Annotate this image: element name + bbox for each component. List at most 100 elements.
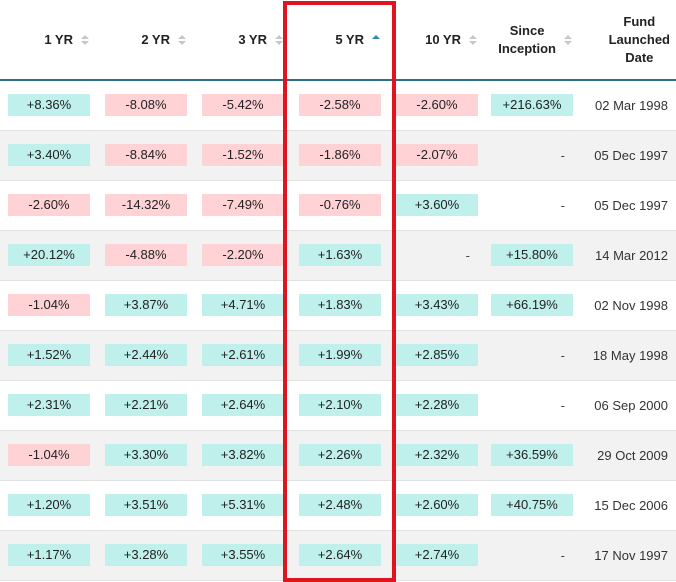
table-row: +1.52% +2.44% +2.61% +1.99% +2.85% - 18 May 19… [0, 330, 676, 380]
negative-return-value: -2.07% [396, 144, 478, 166]
sort-icon[interactable] [81, 34, 90, 45]
empty-value: - [560, 397, 565, 413]
sort-icon[interactable] [372, 34, 381, 45]
negative-return-value: -4.88% [105, 244, 187, 266]
sort-down-arrow-icon [178, 40, 186, 45]
positive-return-value: +40.75% [491, 494, 573, 516]
positive-return-value: +2.60% [396, 494, 478, 516]
cell-3yr: +4.71% [193, 280, 290, 330]
negative-return-value: -8.84% [105, 144, 187, 166]
cell-10yr: +2.32% [387, 430, 484, 480]
negative-return-value: -7.49% [202, 194, 284, 216]
positive-return-value: +2.31% [8, 394, 90, 416]
positive-return-value: +2.74% [396, 544, 478, 566]
column-header-label: Since Inception [498, 22, 556, 56]
positive-return-value: +216.63% [491, 94, 573, 117]
cell-3yr: -2.20% [193, 230, 290, 280]
empty-value: - [560, 547, 565, 563]
cell-2yr: -8.08% [96, 80, 193, 130]
positive-return-value: +2.21% [105, 394, 187, 416]
positive-return-value: +36.59% [491, 444, 573, 466]
cell-since-inception: - [484, 530, 579, 580]
table-row: +20.12% -4.88% -2.20% +1.63% - +15.80% 14 Mar … [0, 230, 676, 280]
cell-10yr: -2.07% [387, 130, 484, 180]
cell-1yr: -1.04% [0, 280, 96, 330]
column-header-3yr[interactable]: 3 YR [193, 0, 290, 81]
table-row: +1.17% +3.28% +3.55% +2.64% +2.74% - 17 Nov 19… [0, 530, 676, 580]
cell-3yr: +3.82% [193, 430, 290, 480]
cell-5yr: -1.86% [290, 130, 387, 180]
column-header-5yr[interactable]: 5 YR [290, 0, 387, 81]
positive-return-value: +5.31% [202, 494, 284, 516]
cell-5yr: +2.10% [290, 380, 387, 430]
column-header-1yr[interactable]: 1 YR [0, 0, 96, 81]
sort-up-arrow-icon [372, 34, 380, 39]
positive-return-value: +3.87% [105, 294, 187, 316]
sort-icon[interactable] [178, 34, 187, 45]
cell-3yr: -5.42% [193, 80, 290, 130]
cell-fund-launched-date: 05 Dec 1997 [594, 197, 668, 213]
positive-return-value: +3.60% [396, 194, 478, 216]
negative-return-value: -8.08% [105, 94, 187, 117]
negative-return-value: -1.86% [299, 144, 381, 166]
cell-10yr: +2.74% [387, 530, 484, 580]
positive-return-value: +4.71% [202, 294, 284, 316]
sort-icon[interactable] [564, 34, 573, 45]
sort-down-arrow-icon [81, 40, 89, 45]
cell-5yr: +1.63% [290, 230, 387, 280]
positive-return-value: +2.44% [105, 344, 187, 366]
negative-return-value: -0.76% [299, 194, 381, 216]
column-header-content: Since Inception [498, 22, 573, 58]
cell-fund-launched-date: 02 Nov 1998 [594, 297, 668, 313]
column-header-content: 2 YR [141, 31, 187, 49]
cell-fund-launched-date: 05 Dec 1997 [594, 147, 668, 163]
positive-return-value: +1.83% [299, 294, 381, 316]
column-header-10yr[interactable]: 10 YR [387, 0, 484, 81]
sort-icon[interactable] [275, 34, 284, 45]
cell-2yr: +2.21% [96, 380, 193, 430]
cell-fund-launched-date: 06 Sep 2000 [594, 397, 668, 413]
negative-return-value: -2.60% [396, 94, 478, 117]
negative-return-value: -5.42% [202, 94, 284, 117]
table-row: -2.60% -14.32% -7.49% -0.76% +3.60% - 05 Dec 1… [0, 180, 676, 230]
cell-since-inception: - [484, 130, 579, 180]
sort-up-arrow-icon [275, 34, 283, 39]
column-header-2yr[interactable]: 2 YR [96, 0, 193, 81]
cell-5yr: +1.83% [290, 280, 387, 330]
cell-5yr: +2.48% [290, 480, 387, 530]
cell-1yr: +1.52% [0, 330, 96, 380]
positive-return-value: +2.10% [299, 394, 381, 416]
cell-since-inception: - [484, 180, 579, 230]
table-body: +8.36% -8.08% -5.42% -2.58% -2.60% +216.63% 02… [0, 80, 676, 580]
positive-return-value: +1.99% [299, 344, 381, 366]
sort-up-arrow-icon [469, 34, 477, 39]
sort-up-arrow-icon [81, 34, 89, 39]
negative-return-value: -1.04% [8, 294, 90, 316]
cell-since-inception: +216.63% [484, 80, 579, 130]
sort-icon[interactable] [469, 34, 478, 45]
positive-return-value: +3.28% [105, 544, 187, 566]
cell-10yr: +2.85% [387, 330, 484, 380]
cell-fund-launched-date: 29 Oct 2009 [597, 447, 668, 463]
positive-return-value: +2.32% [396, 444, 478, 466]
empty-value: - [465, 247, 470, 263]
cell-2yr: -8.84% [96, 130, 193, 180]
cell-5yr: -0.76% [290, 180, 387, 230]
column-header-label: 10 YR [425, 31, 461, 47]
cell-2yr: +2.44% [96, 330, 193, 380]
positive-return-value: +2.26% [299, 444, 381, 466]
cell-1yr: +1.17% [0, 530, 96, 580]
sort-down-arrow-icon [469, 40, 477, 45]
cell-2yr: +3.30% [96, 430, 193, 480]
positive-return-value: +1.20% [8, 494, 90, 516]
positive-return-value: +1.17% [8, 544, 90, 566]
table-row: +3.40% -8.84% -1.52% -1.86% -2.07% - 05 Dec 19… [0, 130, 676, 180]
cell-3yr: +2.64% [193, 380, 290, 430]
column-header-since-inception[interactable]: Since Inception [484, 0, 579, 81]
cell-1yr: +2.31% [0, 380, 96, 430]
positive-return-value: +2.85% [396, 344, 478, 366]
cell-5yr: +1.99% [290, 330, 387, 380]
cell-2yr: +3.51% [96, 480, 193, 530]
table-row: -1.04% +3.87% +4.71% +1.83% +3.43% +66.19% 02 … [0, 280, 676, 330]
positive-return-value: +2.64% [202, 394, 284, 416]
